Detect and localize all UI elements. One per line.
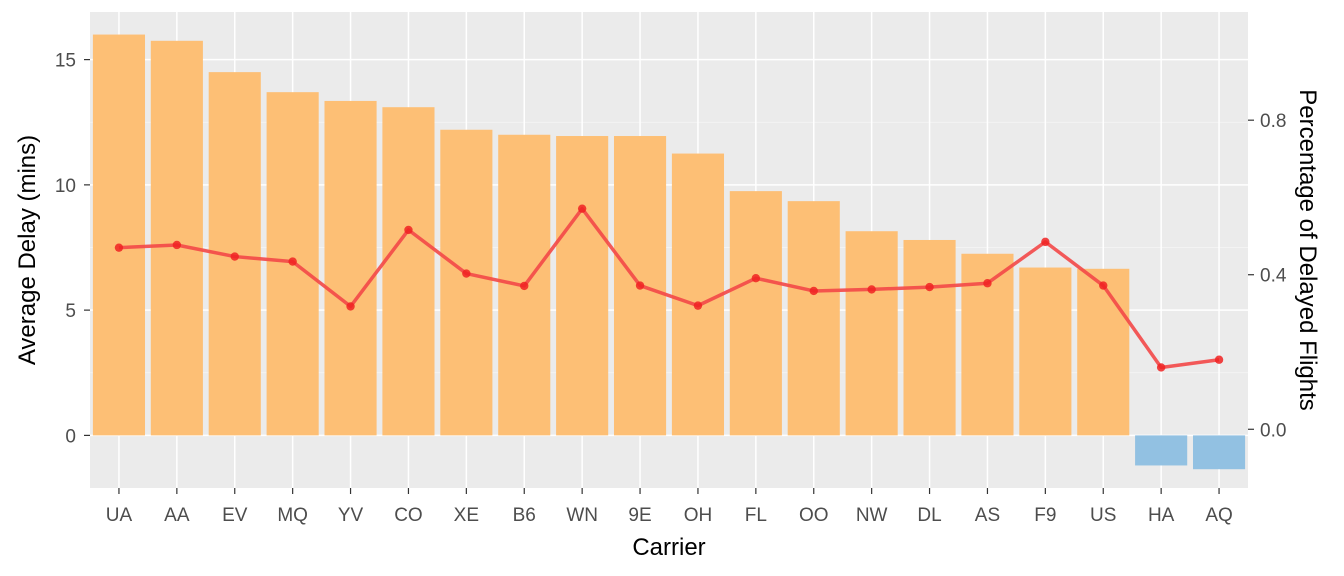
point-F9 xyxy=(1041,237,1050,247)
x-tick-label: AA xyxy=(164,505,190,526)
point-DL xyxy=(925,282,934,292)
x-tick-label: AQ xyxy=(1205,505,1232,526)
x-tick-label: B6 xyxy=(513,505,536,526)
point-CO xyxy=(404,225,413,235)
point-AS xyxy=(983,279,992,288)
x-tick-label: 9E xyxy=(628,505,651,526)
x-tick-label: YV xyxy=(338,505,364,526)
bar-CO xyxy=(382,107,435,436)
right-tick-label: 0.0 xyxy=(1260,420,1286,441)
x-tick-label: OO xyxy=(799,505,829,526)
bar-YV xyxy=(324,100,377,436)
bar-OH xyxy=(671,153,725,436)
point-OO xyxy=(809,286,818,296)
bar-XE xyxy=(440,129,493,436)
point-NW xyxy=(867,285,876,294)
point-AQ xyxy=(1214,355,1224,364)
left-tick-label: 0 xyxy=(65,426,76,447)
plot-panel xyxy=(90,12,1248,488)
point-UA xyxy=(114,243,124,252)
point-B6 xyxy=(520,281,529,291)
x-tick-label: HA xyxy=(1148,505,1175,526)
y-axis-title: Average Delay (mins) xyxy=(14,135,41,365)
x-tick-label: OH xyxy=(684,505,713,526)
bar-OO xyxy=(787,201,840,436)
left-tick-label: 15 xyxy=(55,51,76,72)
bar-HA xyxy=(1135,435,1188,466)
x-tick-label: CO xyxy=(394,505,423,526)
x-tick-label: WN xyxy=(566,505,598,526)
bar-WN xyxy=(556,136,609,436)
x-tick-label: AS xyxy=(975,505,1000,526)
right-tick-label: 0.8 xyxy=(1260,111,1286,132)
x-tick-label: NW xyxy=(856,505,888,526)
x-tick-label: F9 xyxy=(1034,505,1056,526)
point-YV xyxy=(346,302,355,311)
bar-UA xyxy=(92,34,146,436)
point-XE xyxy=(462,269,471,278)
delay-percentage-series xyxy=(114,204,1224,372)
bar-US xyxy=(1077,268,1130,436)
left-tick-label: 10 xyxy=(55,176,76,197)
y2-axis-title: Percentage of Delayed Flights xyxy=(1294,89,1321,411)
bar-AA xyxy=(150,40,203,436)
bar-DL xyxy=(903,239,956,436)
x-tick-label: FL xyxy=(745,505,767,526)
point-FL xyxy=(751,274,761,283)
right-axis: 0.0 0.4 0.8 xyxy=(1248,111,1287,441)
right-tick-label: 0.4 xyxy=(1260,266,1287,287)
bar-FL xyxy=(729,191,782,436)
x-tick-label: MQ xyxy=(277,505,308,526)
point-9E xyxy=(635,281,645,290)
point-AA xyxy=(172,240,182,250)
point-HA xyxy=(1156,363,1166,372)
x-tick-label: US xyxy=(1090,505,1116,526)
x-tick-label: DL xyxy=(917,505,941,526)
bar-NW xyxy=(845,231,898,436)
bar-AQ xyxy=(1192,435,1246,470)
left-axis: 0 5 10 15 xyxy=(55,51,90,447)
left-tick-label: 5 xyxy=(65,301,76,322)
bar-F9 xyxy=(1019,267,1072,436)
point-MQ xyxy=(288,257,297,266)
x-tick-label: XE xyxy=(454,505,479,526)
x-tick-label: EV xyxy=(222,505,248,526)
x-axis: UA AA EV MQ YV CO XE B6 WN 9E OH FL OO NW DL AS F9 US HA AQ xyxy=(106,488,1233,526)
x-axis-title: Carrier xyxy=(632,534,705,561)
x-tick-label: UA xyxy=(106,505,133,526)
point-EV xyxy=(230,252,239,261)
delay-percentage-line xyxy=(118,206,1220,370)
point-OH xyxy=(693,301,703,310)
point-WN xyxy=(577,204,587,213)
point-US xyxy=(1099,281,1108,290)
bar-series xyxy=(92,34,1246,470)
